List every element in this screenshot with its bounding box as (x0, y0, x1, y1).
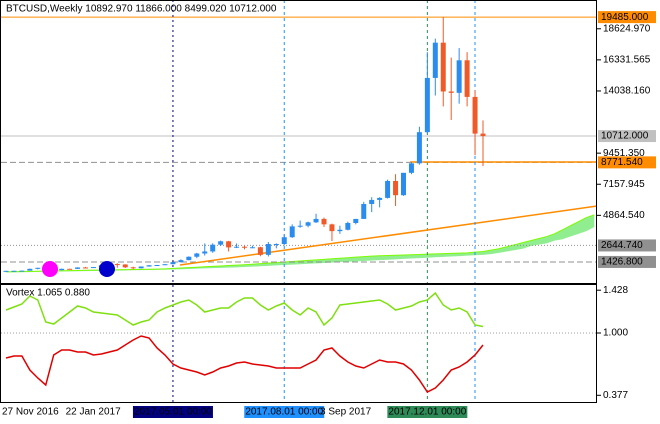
candle-body (218, 241, 224, 245)
price-label: 8771.540 (601, 157, 643, 168)
candle-body (416, 132, 422, 164)
price-label-box (598, 156, 656, 169)
indicator-title: Vortex 1.065 0.880 (6, 288, 90, 299)
pattern-marker (42, 261, 58, 277)
candle-body (146, 265, 152, 267)
candle-body (194, 253, 200, 257)
candle-body (480, 133, 486, 137)
front-layer: 19485.000 10712.000 8771.540 2644.740 1426.8… (2, 11, 656, 418)
candle-body (345, 222, 351, 230)
candle-body (3, 270, 9, 272)
candle-body (19, 270, 25, 272)
y-tick-label: 7157.945 (603, 179, 645, 190)
candle-body (353, 218, 359, 223)
x-marker-label: 2017.12.01 00:00 (388, 407, 466, 418)
candle-body (75, 267, 81, 269)
x-marker-label: 2017.05.01 00:00 (134, 407, 212, 418)
marker-label-box (132, 406, 213, 418)
y-tick-label: 1.000 (603, 328, 628, 339)
candle-body (440, 42, 446, 92)
candle-body (154, 265, 160, 267)
candle-body (122, 264, 128, 268)
candle-body (242, 246, 247, 248)
candle-body (11, 270, 17, 272)
candle-body (305, 222, 311, 226)
candle-body (35, 267, 41, 269)
candle-body (249, 247, 255, 249)
candle-body (210, 244, 216, 252)
candle-body (202, 251, 208, 254)
x-tick-label: 22 Jan 2017 (66, 407, 121, 418)
indicator-line (5, 291, 484, 328)
candle-body (393, 180, 399, 196)
candle-body (114, 264, 120, 266)
candle-body (67, 268, 73, 270)
candle-body (464, 60, 470, 97)
price-label: 2644.740 (601, 240, 643, 251)
price-label: 1426.800 (601, 257, 643, 268)
candle-body (329, 224, 335, 232)
candle-body (186, 256, 192, 261)
price-label-box (598, 239, 656, 252)
candle-body (138, 266, 144, 269)
y-tick-label: 1.428 (603, 285, 628, 296)
indicator-line (5, 335, 484, 393)
candle-body (162, 264, 168, 266)
y-tick-label: 4864.540 (603, 210, 645, 221)
candle-body (281, 237, 287, 245)
x-tick-label: 27 Nov 2016 (2, 407, 59, 418)
candle-body (424, 77, 430, 133)
candle-body (289, 226, 295, 238)
candle-body (432, 42, 438, 78)
candle-body (226, 241, 232, 248)
price-label: 19485.000 (601, 12, 649, 23)
candle-body (369, 199, 375, 205)
candle-body (257, 247, 263, 255)
back-layer (1, 0, 597, 402)
candle-body (448, 91, 454, 93)
y-tick-label: 0.377 (603, 390, 628, 401)
candle-body (408, 163, 414, 173)
candle-body (130, 267, 136, 269)
trend-line (179, 205, 598, 266)
y-tick-label: 16331.565 (603, 55, 651, 66)
price-frame (0, 0, 597, 284)
y-tick-label: 14038.160 (603, 86, 651, 97)
candle-body (234, 246, 240, 248)
candle-body (170, 262, 176, 265)
candle-body (401, 172, 406, 196)
price-label-box (598, 11, 656, 24)
candle-body (83, 267, 88, 269)
candle-body (59, 268, 65, 271)
chart-title: BTCUSD,Weekly 10892.970 11866.000 8499.0… (6, 4, 277, 15)
candle-body (27, 268, 33, 271)
price-label-box (598, 255, 656, 268)
candle-body (472, 96, 478, 134)
candle-body (297, 225, 303, 227)
candle-body (456, 60, 462, 93)
candle-body (313, 218, 319, 223)
candle-body (265, 244, 271, 255)
x-marker-label: 2017.08.01 00:00 (245, 407, 323, 418)
price-label: 10712.000 (601, 131, 649, 142)
y-tick-label: 18624.970 (603, 23, 651, 34)
candle-body (321, 218, 327, 225)
price-label-box (598, 130, 656, 143)
candle-body (377, 197, 383, 200)
candle-body (385, 180, 391, 198)
candle-body (361, 204, 367, 219)
candle-body (178, 260, 184, 263)
marker-label-box (387, 406, 468, 418)
pattern-marker (99, 261, 115, 277)
candle-body (337, 229, 343, 232)
candle-body (90, 267, 96, 269)
candle-body (273, 244, 279, 246)
y-tick-label: 9451.350 (603, 148, 645, 159)
indicator-frame (0, 284, 597, 403)
marker-label-box (244, 406, 325, 418)
x-tick-label: 3 Sep 2017 (320, 407, 372, 418)
